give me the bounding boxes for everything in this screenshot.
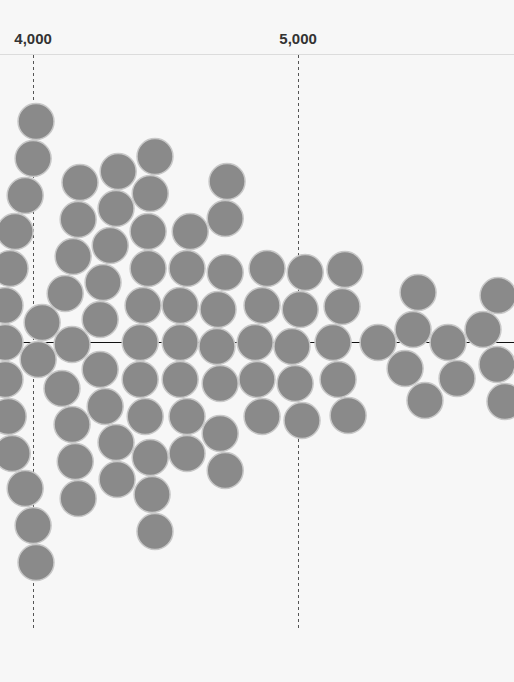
svg-text:5,000: 5,000 xyxy=(279,30,317,47)
svg-text:4,000: 4,000 xyxy=(14,30,52,47)
